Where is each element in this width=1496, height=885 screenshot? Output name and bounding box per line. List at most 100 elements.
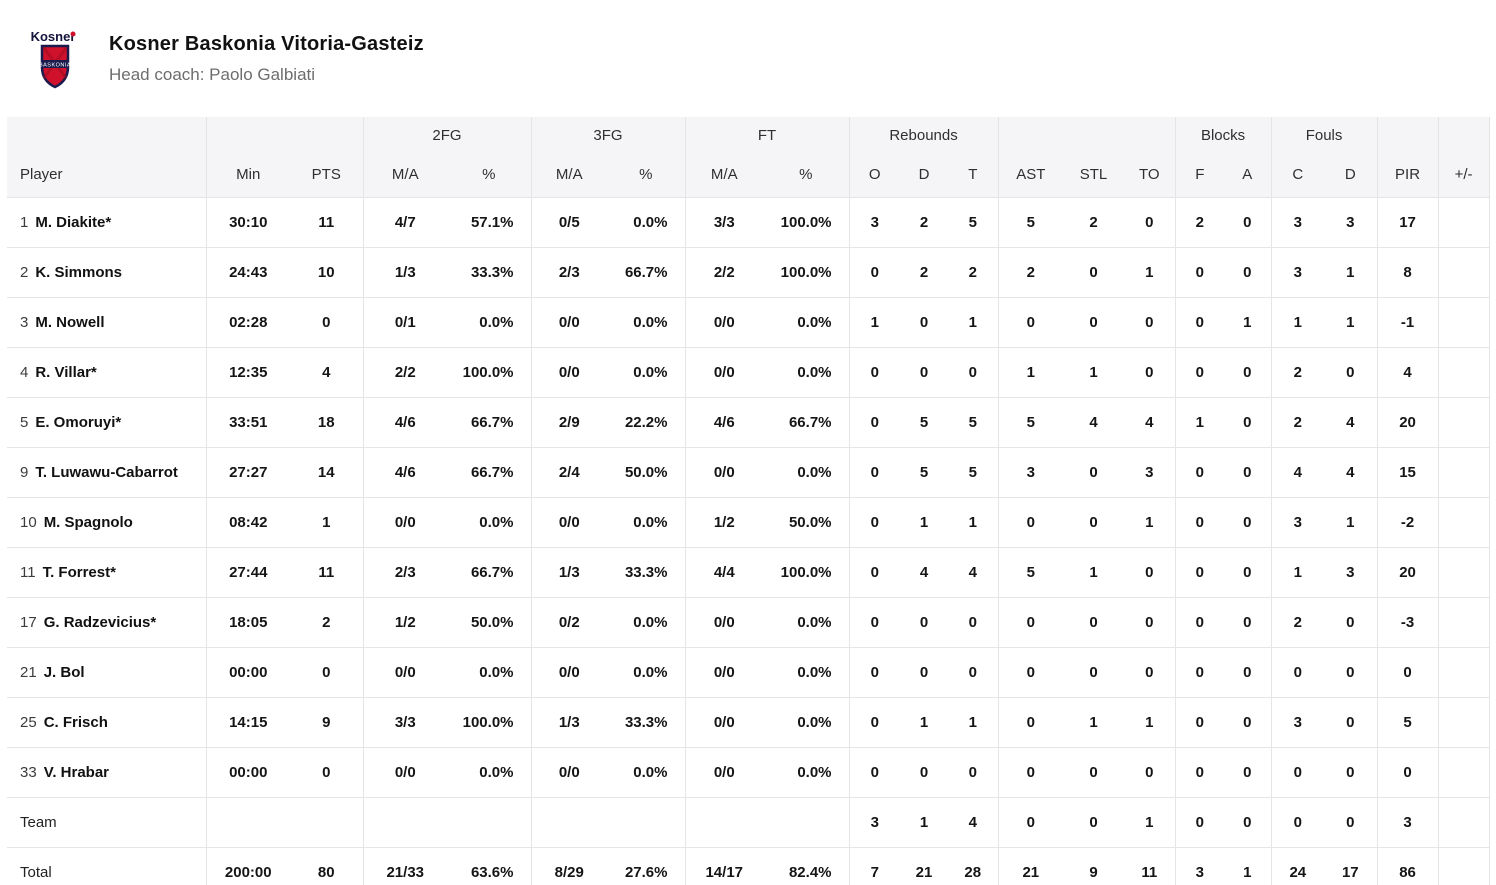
stat-reb-t: 2 bbox=[948, 246, 999, 297]
stat-ft-pct: 0.0% bbox=[763, 646, 850, 697]
stat-stl: 2 bbox=[1063, 196, 1125, 247]
col-reb-d: D bbox=[900, 153, 949, 197]
player-name[interactable]: G. Radzevicius* bbox=[43, 613, 157, 631]
stat-plus-minus bbox=[1437, 546, 1490, 597]
stat-blk-f: 0 bbox=[1174, 446, 1225, 497]
stat-blk-f: 0 bbox=[1174, 796, 1225, 847]
stat-3fg-pct: 22.2% bbox=[607, 396, 685, 447]
stat-3fg-ma: 0/0 bbox=[530, 346, 607, 397]
stat-stl: 0 bbox=[1063, 246, 1125, 297]
stat-foul-d: 4 bbox=[1324, 446, 1378, 497]
jersey-number: 11 bbox=[20, 563, 36, 581]
player-name[interactable]: T. Luwawu-Cabarrot bbox=[35, 463, 178, 481]
head-coach-label: Head coach: Paolo Galbiati bbox=[109, 64, 316, 84]
stat-min: 33:51 bbox=[205, 396, 290, 447]
stat-ft-pct: 0.0% bbox=[763, 346, 850, 397]
stat-blk-a: 0 bbox=[1224, 646, 1272, 697]
stat-foul-c: 2 bbox=[1270, 346, 1325, 397]
player-cell: 11 T. Forrest* bbox=[7, 546, 206, 597]
stat-blk-f: 3 bbox=[1174, 846, 1225, 885]
stat-ast: 5 bbox=[997, 396, 1064, 447]
player-name[interactable]: K. Simmons bbox=[35, 263, 123, 281]
stat-reb-o: 0 bbox=[848, 546, 901, 597]
player-name[interactable]: M. Diakite* bbox=[35, 213, 112, 231]
stat-reb-t: 5 bbox=[948, 446, 999, 497]
stat-min bbox=[205, 796, 290, 847]
stat-to: 1 bbox=[1124, 496, 1176, 547]
stat-3fg-ma: 1/3 bbox=[530, 546, 607, 597]
stat-3fg-pct bbox=[607, 796, 685, 847]
stat-reb-d: 5 bbox=[900, 396, 949, 447]
col-blk-f: F bbox=[1174, 153, 1225, 197]
stat-foul-c: 0 bbox=[1270, 646, 1325, 697]
stat-reb-o: 0 bbox=[848, 446, 901, 497]
stat-2fg-pct: 66.7% bbox=[447, 396, 531, 447]
jersey-number: 3 bbox=[20, 313, 29, 331]
player-cell: 21 J. Bol bbox=[7, 646, 206, 697]
stat-2fg-ma bbox=[362, 796, 447, 847]
player-row: 5 E. Omoruyi* 33:51 18 4/6 66.7% 2/9 22.2% 4/6 66… bbox=[7, 396, 1490, 447]
stat-reb-t: 5 bbox=[948, 396, 999, 447]
stat-pts: 80 bbox=[290, 846, 363, 885]
stat-3fg-pct: 0.0% bbox=[607, 346, 685, 397]
stat-reb-d: 1 bbox=[900, 696, 949, 747]
player-name[interactable]: R. Villar* bbox=[35, 363, 97, 381]
stat-plus-minus bbox=[1437, 346, 1490, 397]
stats-body: 1 M. Diakite* 30:10 11 4/7 57.1% 0/5 0.0% 3/3 100… bbox=[7, 196, 1490, 885]
player-row: 25 C. Frisch 14:15 9 3/3 100.0% 1/3 33.3% 0/0 0.0… bbox=[7, 696, 1490, 747]
stat-3fg-ma: 0/0 bbox=[530, 646, 607, 697]
stat-reb-t: 0 bbox=[948, 596, 999, 647]
logo-shield-text: BASKONIA bbox=[39, 62, 71, 68]
player-name[interactable]: J. Bol bbox=[43, 663, 85, 681]
player-cell: 10 M. Spagnolo bbox=[7, 496, 206, 547]
player-cell: 33 V. Hrabar bbox=[7, 746, 206, 797]
stat-ft-ma: 3/3 bbox=[684, 196, 763, 247]
stat-reb-t: 5 bbox=[948, 196, 999, 247]
stat-blk-a: 0 bbox=[1224, 496, 1272, 547]
stat-foul-c: 0 bbox=[1270, 746, 1325, 797]
player-name[interactable]: M. Spagnolo bbox=[43, 513, 133, 531]
player-row: 4 R. Villar* 12:35 4 2/2 100.0% 0/0 0.0% 0/0 0.0%… bbox=[7, 346, 1490, 397]
player-name[interactable]: T. Forrest* bbox=[42, 563, 116, 581]
player-row: 33 V. Hrabar 00:00 0 0/0 0.0% 0/0 0.0% 0/0 0.0% 0 0… bbox=[7, 746, 1490, 797]
stat-ast: 5 bbox=[997, 546, 1064, 597]
stat-stl: 0 bbox=[1063, 496, 1125, 547]
stat-2fg-pct: 100.0% bbox=[447, 696, 531, 747]
stat-reb-o: 0 bbox=[848, 596, 901, 647]
stat-pts: 9 bbox=[290, 696, 363, 747]
stat-blk-a: 1 bbox=[1224, 296, 1272, 347]
group-rebounds: Rebounds bbox=[848, 117, 999, 153]
jersey-number: 5 bbox=[20, 413, 29, 431]
stat-ft-pct: 0.0% bbox=[763, 446, 850, 497]
player-name[interactable]: C. Frisch bbox=[43, 713, 108, 731]
stat-ft-ma: 0/0 bbox=[684, 746, 763, 797]
stat-2fg-ma: 21/33 bbox=[362, 846, 447, 885]
player-name[interactable]: M. Nowell bbox=[35, 313, 105, 331]
col-ft-ma: M/A bbox=[684, 153, 763, 197]
stat-blk-f: 0 bbox=[1174, 646, 1225, 697]
stat-3fg-pct: 0.0% bbox=[607, 646, 685, 697]
col-3fg-ma: M/A bbox=[530, 153, 607, 197]
col-min: Min bbox=[205, 153, 290, 197]
group-header-row: 2FG 3FG FT Rebounds Blocks Fouls bbox=[7, 117, 1490, 153]
stat-reb-o: 0 bbox=[848, 246, 901, 297]
stat-blk-f: 0 bbox=[1174, 296, 1225, 347]
stat-ft-ma: 0/0 bbox=[684, 596, 763, 647]
stat-pts: 2 bbox=[290, 596, 363, 647]
stat-foul-d: 1 bbox=[1324, 496, 1378, 547]
stat-3fg-ma: 2/9 bbox=[530, 396, 607, 447]
jersey-number: 33 bbox=[20, 763, 37, 781]
stat-ast: 2 bbox=[997, 246, 1064, 297]
stat-pir: -3 bbox=[1376, 596, 1439, 647]
col-ast: AST bbox=[997, 153, 1064, 197]
stat-reb-o: 0 bbox=[848, 746, 901, 797]
stat-reb-t: 1 bbox=[948, 296, 999, 347]
stat-blk-a: 0 bbox=[1224, 546, 1272, 597]
stat-reb-o: 0 bbox=[848, 396, 901, 447]
stat-ft-ma: 4/4 bbox=[684, 546, 763, 597]
col-blk-a: A bbox=[1224, 153, 1272, 197]
stat-to: 0 bbox=[1124, 746, 1176, 797]
stat-min: 12:35 bbox=[205, 346, 290, 397]
player-name[interactable]: E. Omoruyi* bbox=[35, 413, 122, 431]
player-name[interactable]: V. Hrabar bbox=[43, 763, 110, 781]
